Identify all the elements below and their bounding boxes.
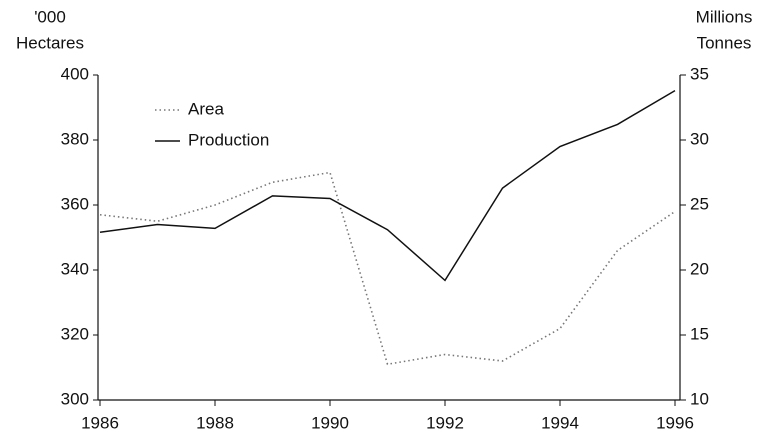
y2-axis-label: Millions (696, 7, 753, 26)
y-axis-label: Hectares (16, 33, 84, 52)
series-line (99, 171, 676, 366)
y2-tick-label: 20 (690, 259, 709, 278)
x-tick-label: 1990 (311, 413, 349, 432)
y-tick-label: 320 (61, 324, 89, 343)
x-tick-label: 1994 (541, 413, 579, 432)
y-tick-label: 340 (61, 259, 89, 278)
y-axis-label: '000 (34, 7, 66, 26)
y-tick-label: 300 (61, 389, 89, 408)
y2-axis-label: Tonnes (697, 33, 752, 52)
y2-tick-label: 15 (690, 324, 709, 343)
x-tick-label: 1986 (81, 413, 119, 432)
y2-tick-label: 35 (690, 64, 709, 83)
y2-tick-label: 25 (690, 194, 709, 213)
x-tick-label: 1988 (196, 413, 234, 432)
y2-tick-label: 30 (690, 129, 709, 148)
legend-label: Production (188, 130, 269, 149)
legend-label: Area (188, 99, 224, 118)
x-tick-label: 1992 (426, 413, 464, 432)
y2-tick-label: 10 (690, 389, 709, 408)
y-tick-label: 360 (61, 194, 89, 213)
x-tick-label: 1996 (656, 413, 694, 432)
series-line (99, 89, 676, 282)
y-tick-label: 400 (61, 64, 89, 83)
y-tick-label: 380 (61, 129, 89, 148)
